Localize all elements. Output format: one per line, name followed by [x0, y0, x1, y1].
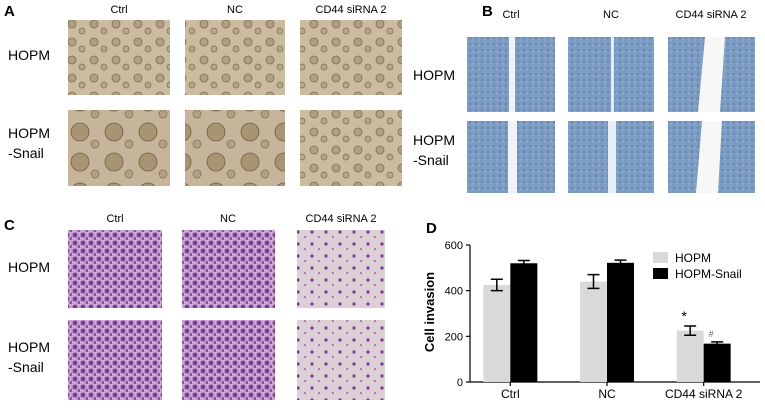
- panel-label: D: [426, 220, 437, 237]
- x-tick-label: Ctrl: [501, 387, 520, 401]
- bar: [607, 262, 634, 382]
- error-bar: [684, 325, 697, 336]
- legend-swatch: [653, 252, 668, 263]
- row-label: HOPM: [8, 339, 50, 355]
- column-header: NC: [220, 213, 236, 225]
- y-tick-label: 600: [445, 240, 463, 252]
- column-header: Ctrl: [106, 213, 123, 225]
- x-tick-label: CD44 siRNA 2: [665, 387, 743, 401]
- error-bar: [711, 341, 724, 347]
- y-axis-label: Cell invasion: [422, 272, 437, 352]
- bar: [510, 263, 538, 382]
- significance-mark: *: [681, 308, 687, 324]
- row-label: -Snail: [413, 152, 449, 168]
- legend-label: HOPM-Snail: [675, 267, 742, 281]
- error-bar: [517, 259, 530, 267]
- error-bar: [490, 278, 503, 292]
- error-bar: [614, 259, 627, 267]
- column-header: Ctrl: [110, 4, 127, 16]
- row-label: -Snail: [8, 359, 44, 375]
- bar: [703, 343, 731, 382]
- row-label: HOPM: [413, 132, 455, 148]
- panel-label: B: [482, 3, 493, 20]
- column-header: NC: [603, 9, 619, 21]
- bar: [483, 284, 511, 382]
- row-label: HOPM: [8, 125, 50, 141]
- significance-mark: #: [709, 329, 714, 339]
- bar: [580, 281, 607, 382]
- y-tick-label: 0: [457, 377, 463, 389]
- row-label: -Snail: [8, 145, 44, 161]
- error-bar: [587, 273, 600, 290]
- bar: [676, 330, 704, 382]
- row-label: HOPM: [413, 67, 455, 83]
- column-header: Ctrl: [502, 9, 519, 21]
- column-header: NC: [227, 4, 243, 16]
- panel-label: A: [4, 3, 15, 20]
- row-label: HOPM: [8, 47, 50, 63]
- legend-swatch: [653, 268, 668, 279]
- column-header: CD44 siRNA 2: [676, 9, 747, 21]
- y-tick-label: 400: [445, 286, 463, 298]
- panel-label: C: [4, 217, 15, 234]
- x-tick-label: NC: [598, 387, 616, 401]
- bar-chart: 0 200 400 600 Ctrl NC CD44 siRNA 2 * # HOPM HOPM-S…: [445, 240, 760, 401]
- invasion-images-c: [68, 230, 385, 400]
- row-label: HOPM: [8, 259, 50, 275]
- y-tick-label: 200: [445, 331, 463, 343]
- scratch-images-b: [467, 37, 755, 193]
- column-header: CD44 siRNA 2: [306, 213, 377, 225]
- micrographs-a: [68, 20, 402, 186]
- legend-label: HOPM: [675, 251, 711, 265]
- column-header: CD44 siRNA 2: [316, 4, 387, 16]
